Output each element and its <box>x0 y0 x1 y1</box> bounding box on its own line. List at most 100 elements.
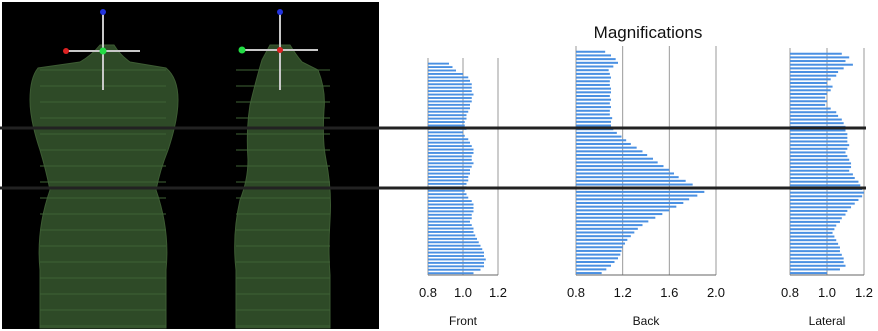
red-marker-icon <box>277 47 283 53</box>
bar <box>576 227 638 230</box>
bar <box>576 220 649 223</box>
bar <box>576 72 610 75</box>
bar <box>576 69 609 72</box>
bar <box>428 258 486 261</box>
bar <box>428 237 477 240</box>
bar <box>428 193 467 196</box>
bar <box>428 272 474 275</box>
bar <box>790 177 855 180</box>
bar <box>576 168 670 171</box>
blue-marker-icon <box>100 9 106 15</box>
bar <box>576 80 610 83</box>
bar <box>576 183 693 186</box>
bar <box>790 268 840 271</box>
bar <box>576 83 610 86</box>
axis-label: Front <box>449 314 478 328</box>
bar <box>428 93 474 96</box>
bar <box>428 124 465 127</box>
bar <box>576 176 679 179</box>
bar <box>576 201 684 204</box>
bar <box>576 76 611 79</box>
bar <box>428 131 463 134</box>
bar <box>428 227 474 230</box>
bar <box>790 224 837 227</box>
bar <box>428 220 470 223</box>
bar <box>428 155 472 158</box>
bar <box>790 261 844 264</box>
bar <box>790 140 848 143</box>
bar <box>790 100 827 103</box>
tick-label: 1.2 <box>855 285 873 300</box>
bar <box>790 166 852 169</box>
bar <box>428 100 472 103</box>
bar <box>790 239 837 242</box>
bar <box>790 89 831 92</box>
bar <box>790 67 844 70</box>
bar <box>790 92 827 95</box>
bar <box>790 213 846 216</box>
bar <box>790 169 850 172</box>
bar <box>790 184 861 187</box>
bar <box>428 83 472 86</box>
axis-label: Back <box>633 314 661 328</box>
bar <box>576 87 611 90</box>
tick-label: 0.8 <box>567 285 585 300</box>
bar <box>428 251 484 254</box>
bar <box>576 257 618 260</box>
bar <box>576 253 621 256</box>
bar <box>790 209 848 212</box>
bar <box>576 260 615 264</box>
bar <box>790 180 859 183</box>
bar <box>428 224 472 227</box>
bar <box>428 79 470 82</box>
bar <box>790 195 863 198</box>
bar <box>576 98 611 101</box>
bar <box>428 255 484 257</box>
front-magnification-chart: 0.8 1.0 1.2 Front <box>419 58 507 328</box>
bar <box>790 155 848 158</box>
bar <box>576 157 653 160</box>
bar <box>790 136 848 139</box>
side-crosshair <box>238 9 318 90</box>
bar <box>428 114 467 117</box>
bar <box>428 265 484 268</box>
bar <box>790 235 835 238</box>
bar <box>428 244 481 247</box>
bar <box>428 189 465 192</box>
bar <box>790 74 837 77</box>
bar <box>428 248 483 251</box>
bar <box>790 96 826 99</box>
bar <box>790 144 850 147</box>
figure-title: Magnifications <box>594 23 703 42</box>
tick-label: 1.6 <box>660 285 678 300</box>
bar <box>576 50 606 53</box>
bar <box>428 134 465 137</box>
bar <box>428 179 469 182</box>
bar <box>790 272 827 275</box>
bar <box>576 246 623 249</box>
bar <box>790 242 839 245</box>
bar <box>428 97 472 99</box>
bar <box>428 210 474 213</box>
bar <box>790 85 833 88</box>
bar <box>576 213 663 216</box>
bar <box>576 154 648 157</box>
bar <box>790 118 842 121</box>
bar <box>576 268 607 271</box>
bar <box>428 203 474 206</box>
front-crosshair <box>63 9 140 90</box>
bar <box>428 241 479 244</box>
bar <box>428 206 474 209</box>
bar <box>790 158 850 161</box>
bar <box>576 142 631 145</box>
bar <box>428 200 472 202</box>
tick-label: 1.2 <box>614 285 632 300</box>
bar <box>790 264 846 267</box>
bar <box>576 264 611 267</box>
bar <box>790 173 853 176</box>
bar <box>428 90 472 93</box>
bar <box>428 107 470 110</box>
bar <box>576 65 614 68</box>
bar <box>428 182 467 185</box>
bar <box>428 152 474 154</box>
